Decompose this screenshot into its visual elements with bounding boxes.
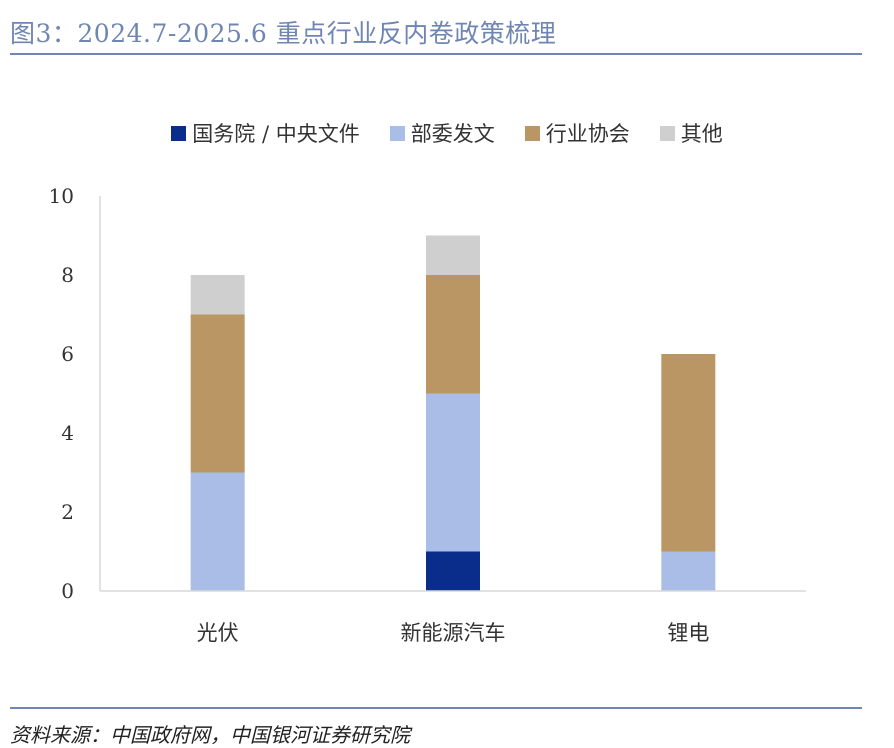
bar-segment-1-1 (426, 393, 480, 552)
legend-item-other: 其他 (659, 118, 723, 148)
bar-segment-1-2 (426, 275, 480, 394)
legend-item-state-council: 国务院 / 中央文件 (171, 118, 360, 148)
legend-swatch-state-council (171, 125, 187, 141)
y-tick-label-2: 2 (61, 500, 74, 524)
bar-segment-0-1 (190, 472, 245, 591)
bar-segment-1-3 (426, 235, 480, 275)
y-tick-label-4: 4 (61, 421, 74, 445)
bar-segment-2-2 (661, 354, 716, 552)
chart-legend: 国务院 / 中央文件 部委发文 行业协会 其他 (0, 118, 894, 148)
legend-item-ministries: 部委发文 (389, 118, 495, 148)
legend-label-ministries: 部委发文 (410, 122, 495, 146)
stacked-bar-chart: 0 2 4 6 8 10 光伏 新能源汽车 锂电 (49, 184, 806, 645)
legend-swatch-associations (524, 125, 540, 141)
source-note: 资料来源：中国政府网，中国银河证券研究院 (10, 723, 410, 747)
bar-segment-2-1 (661, 551, 716, 591)
bar-segment-0-3 (190, 275, 245, 315)
legend-swatch-other (659, 125, 675, 141)
x-category-label-1: 新能源汽车 (401, 621, 506, 645)
legend-label-associations: 行业协会 (545, 122, 630, 146)
legend-item-associations: 行业协会 (524, 118, 630, 148)
legend-label-state-council: 国务院 / 中央文件 (192, 122, 360, 146)
y-tick-label-6: 6 (61, 342, 74, 366)
figure-title: 图3：2024.7-2025.6 重点行业反内卷政策梳理 (10, 19, 557, 48)
y-tick-label-0: 0 (61, 579, 74, 603)
y-tick-label-8: 8 (61, 263, 74, 287)
title-rule (10, 53, 862, 55)
y-tick-label-10: 10 (49, 184, 74, 208)
bar-segment-1-0 (426, 551, 480, 591)
legend-label-other: 其他 (680, 122, 723, 146)
bars-group (190, 235, 716, 591)
source-rule (10, 707, 862, 709)
x-axis: 光伏 新能源汽车 锂电 (100, 590, 806, 645)
y-axis: 0 2 4 6 8 10 (49, 184, 101, 603)
bar-segment-0-2 (190, 314, 245, 473)
x-category-label-0: 光伏 (197, 621, 239, 645)
legend-swatch-ministries (389, 125, 405, 141)
x-category-label-2: 锂电 (667, 621, 709, 645)
